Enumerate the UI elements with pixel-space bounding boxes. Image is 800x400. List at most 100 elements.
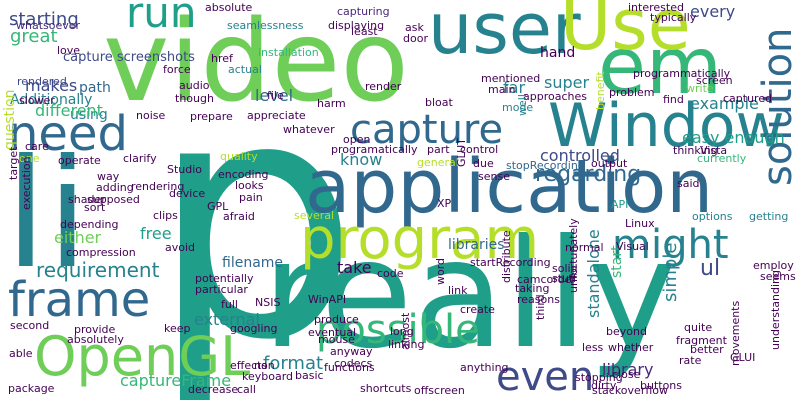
cloud-word: find bbox=[663, 93, 684, 106]
cloud-word: programmatically bbox=[633, 67, 731, 80]
cloud-word: execution bbox=[20, 156, 33, 210]
cloud-word: absolute bbox=[205, 1, 253, 14]
cloud-word: care bbox=[25, 140, 49, 153]
cloud-word: offscreen bbox=[414, 384, 465, 397]
cloud-word: mode bbox=[502, 101, 534, 114]
cloud-word: full bbox=[221, 298, 238, 311]
cloud-word: basic bbox=[295, 369, 324, 382]
cloud-word: close bbox=[612, 368, 641, 381]
cloud-word: example bbox=[690, 94, 759, 113]
cloud-word: seems bbox=[760, 270, 796, 283]
cloud-word: clarify bbox=[123, 152, 157, 165]
cloud-word: prepare bbox=[190, 110, 233, 123]
cloud-word: file bbox=[267, 89, 284, 102]
cloud-word: mouse bbox=[318, 333, 355, 346]
cloud-word: avoid bbox=[165, 241, 196, 254]
cloud-word: create bbox=[460, 303, 495, 316]
cloud-word: produce bbox=[314, 313, 359, 326]
cloud-word: whatsoever bbox=[16, 19, 81, 32]
cloud-word: buttons bbox=[640, 379, 683, 392]
cloud-word: API bbox=[611, 198, 629, 211]
cloud-word: OpenGL bbox=[34, 325, 251, 388]
cloud-word: though bbox=[175, 92, 214, 105]
cloud-word: captureFrame bbox=[120, 371, 232, 390]
cloud-word: Visual bbox=[616, 240, 649, 253]
cloud-word: makes bbox=[25, 76, 78, 95]
cloud-word: less bbox=[582, 341, 604, 354]
cloud-word: link bbox=[448, 284, 468, 297]
cloud-word: open bbox=[343, 133, 371, 146]
cloud-word: using bbox=[70, 107, 108, 123]
cloud-word: keep bbox=[164, 322, 191, 335]
cloud-word: super bbox=[544, 73, 590, 92]
cloud-word: Studio bbox=[167, 163, 203, 176]
cloud-word: simple bbox=[660, 242, 681, 302]
cloud-word: fragment bbox=[676, 334, 727, 347]
cloud-word: normal bbox=[565, 241, 604, 254]
cloud-word: third bbox=[534, 294, 547, 320]
cloud-word: rendering bbox=[131, 180, 185, 193]
cloud-word: captured bbox=[723, 92, 773, 105]
cloud-word: WinAPI bbox=[308, 293, 347, 306]
cloud-word: taking bbox=[515, 282, 550, 295]
cloud-word: appreciate bbox=[247, 109, 306, 122]
cloud-word: render bbox=[365, 80, 402, 93]
cloud-word: really bbox=[262, 208, 677, 382]
cloud-word: sense bbox=[478, 170, 510, 183]
cloud-word: user bbox=[428, 0, 581, 70]
cloud-word: write bbox=[686, 82, 714, 95]
cloud-word: stopping bbox=[575, 371, 623, 384]
cloud-word: Linux bbox=[625, 217, 655, 230]
cloud-word: adding bbox=[96, 181, 134, 194]
cloud-word: quite bbox=[684, 321, 713, 334]
cloud-word: particular bbox=[195, 283, 248, 296]
cloud-word: quality bbox=[220, 150, 258, 163]
cloud-word: way bbox=[97, 170, 120, 183]
cloud-word: problem bbox=[609, 86, 655, 99]
cloud-word: love bbox=[57, 44, 81, 57]
cloud-word: libraries bbox=[448, 237, 505, 253]
cloud-word: keyboard bbox=[242, 370, 294, 383]
cloud-word: dirty bbox=[591, 379, 617, 392]
cloud-word: take bbox=[337, 258, 372, 277]
cloud-word: external bbox=[194, 310, 260, 329]
cloud-word: potentially bbox=[195, 272, 254, 285]
cloud-word: target bbox=[7, 146, 20, 180]
cloud-word: anyway bbox=[330, 345, 373, 358]
cloud-word: almost bbox=[399, 312, 412, 350]
cloud-word: mentioned bbox=[481, 72, 541, 85]
cloud-word: controlled bbox=[540, 146, 620, 165]
cloud-word: slower bbox=[19, 94, 55, 107]
cloud-word: provide bbox=[74, 323, 116, 336]
cloud-word: library bbox=[602, 360, 654, 379]
cloud-word: anything bbox=[460, 361, 509, 374]
cloud-word: every bbox=[690, 2, 736, 21]
cloud-word: screen bbox=[696, 74, 733, 87]
cloud-word: requirement bbox=[36, 258, 160, 282]
cloud-word: shortcuts bbox=[360, 382, 412, 395]
cloud-word: stuff bbox=[552, 272, 577, 285]
cloud-word: ask bbox=[405, 21, 424, 34]
cloud-word: well bbox=[516, 94, 529, 116]
cloud-word: great bbox=[10, 26, 58, 47]
cloud-word: word bbox=[434, 257, 447, 285]
cloud-word: employ bbox=[753, 259, 794, 272]
cloud-word: operate bbox=[58, 154, 101, 167]
cloud-word: benefit bbox=[594, 71, 607, 110]
cloud-word: format bbox=[263, 353, 324, 374]
cloud-word: clips bbox=[153, 209, 178, 222]
cloud-word: bloat bbox=[425, 96, 453, 109]
cloud-word: thinking bbox=[673, 144, 718, 157]
cloud-word: solid bbox=[552, 262, 578, 275]
cloud-word: googling bbox=[230, 322, 278, 335]
cloud-word: startRecording bbox=[470, 256, 551, 269]
cloud-word: run bbox=[126, 0, 197, 37]
cloud-word: effects bbox=[230, 359, 268, 372]
cloud-word: GLUI bbox=[730, 351, 756, 364]
cloud-word: several bbox=[294, 209, 335, 222]
cloud-word: eventual bbox=[308, 326, 357, 339]
cloud-word: door bbox=[403, 32, 428, 45]
cloud-word: path bbox=[79, 80, 111, 96]
cloud-word: able bbox=[9, 347, 33, 360]
cloud-word: looks bbox=[235, 179, 264, 192]
